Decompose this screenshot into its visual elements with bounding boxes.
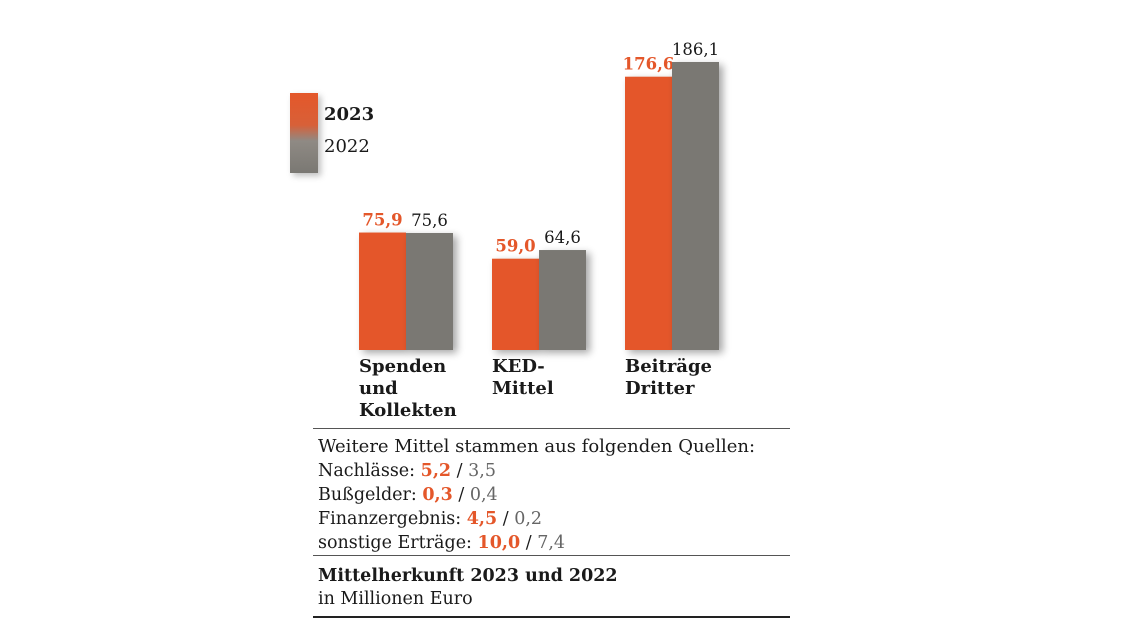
data-label-2022-2: 186,1: [672, 40, 719, 59]
data-label-2023-1: 59,0: [495, 237, 535, 256]
source-value-2023: 4,5: [466, 509, 498, 529]
value-separator: /: [451, 461, 469, 481]
source-label: Bußgelder:: [318, 485, 417, 505]
bar-2022-2: [672, 62, 719, 350]
source-label: Finanzergebnis:: [318, 509, 462, 529]
source-label: sonstige Erträge:: [318, 533, 472, 553]
source-value-2023: 10,0: [477, 533, 521, 553]
legend-swatch: [290, 93, 318, 173]
bar-2023-0: [359, 232, 406, 350]
source-value-2023: 5,2: [420, 461, 452, 481]
source-value-2022: 0,4: [469, 485, 498, 505]
data-label-2022-1: 64,6: [544, 228, 581, 247]
value-separator: /: [520, 533, 538, 553]
divider-middle: [313, 555, 790, 556]
source-value-2023: 0,3: [422, 485, 453, 505]
source-row: Finanzergebnis: 4,5 / 0,2: [318, 507, 755, 531]
bar-2022-0: [406, 233, 453, 350]
bar-2023-2: [625, 76, 672, 350]
category-label-spenden: Spenden und Kollekten: [359, 356, 457, 421]
category-label-ked: KED- Mittel: [492, 356, 554, 399]
divider-bottom: [313, 616, 790, 618]
legend-label-2022: 2022: [324, 136, 370, 157]
bar-2023-1: [492, 258, 539, 350]
category-label-beitraege: Beiträge Dritter: [625, 356, 713, 399]
chart-title: Mittelherkunft 2023 und 2022: [318, 566, 618, 586]
legend-label-2023: 2023: [324, 104, 375, 125]
source-row: sonstige Erträge: 10,0 / 7,4: [318, 531, 755, 555]
value-separator: /: [497, 509, 515, 529]
source-label: Nachlässe:: [318, 461, 416, 481]
value-separator: /: [452, 485, 470, 505]
bar-2022-1: [539, 250, 586, 350]
data-label-2022-0: 75,6: [411, 211, 448, 230]
data-label-2023-0: 75,9: [362, 211, 402, 230]
further-sources: Weitere Mittel stammen aus folgenden Que…: [318, 435, 755, 555]
further-sources-heading: Weitere Mittel stammen aus folgenden Que…: [318, 436, 756, 457]
source-row: Bußgelder: 0,3 / 0,4: [318, 483, 755, 507]
data-label-2023-2: 176,6: [623, 55, 675, 74]
chart-footer: Mittelherkunft 2023 und 2022 in Millione…: [318, 565, 618, 611]
chart-unit: in Millionen Euro: [318, 589, 473, 609]
source-row: Nachlässe: 5,2 / 3,5: [318, 459, 755, 483]
divider-top: [313, 428, 790, 429]
source-value-2022: 3,5: [468, 461, 496, 481]
source-value-2022: 0,2: [514, 509, 543, 529]
source-value-2022: 7,4: [537, 533, 566, 553]
